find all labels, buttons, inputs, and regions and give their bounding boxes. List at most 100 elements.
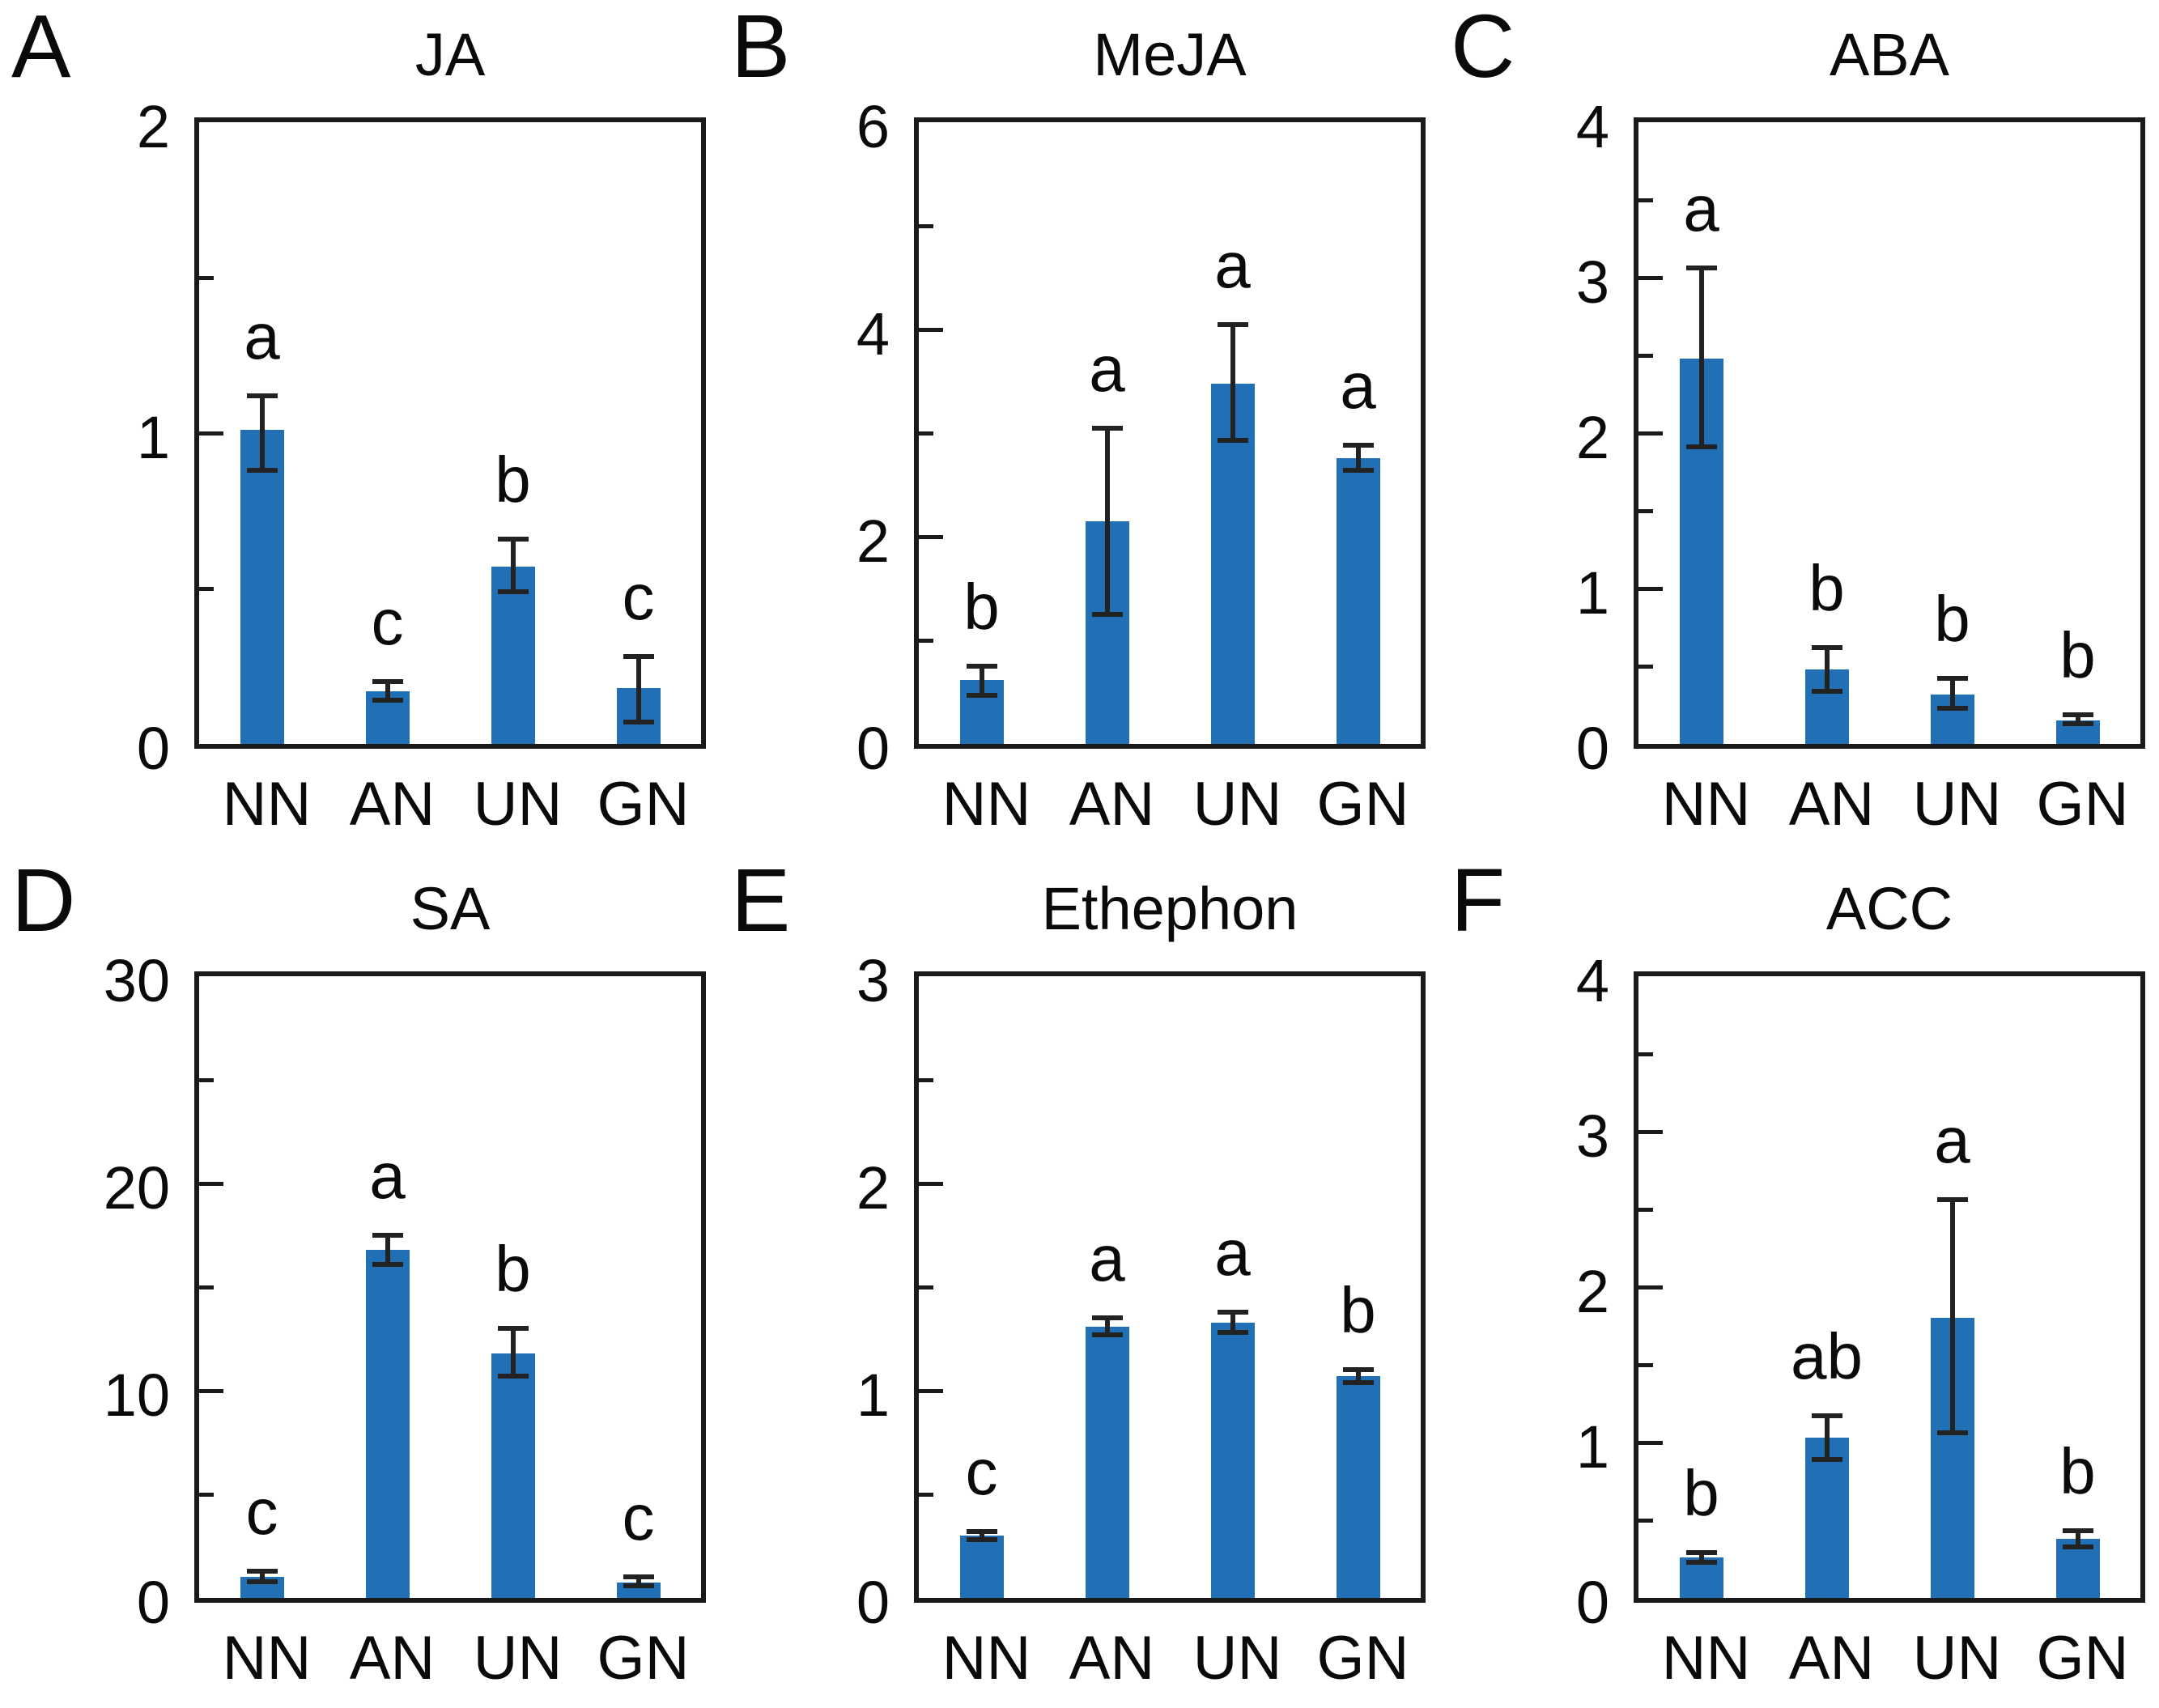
y-tick-label: 6: [856, 93, 890, 160]
panel-title-MeJA: MeJA: [1093, 21, 1247, 88]
y-tick-label: 2: [856, 508, 890, 575]
y-tick-label: 20: [103, 1154, 170, 1222]
y-minor-tick: [199, 275, 214, 280]
sig-letter-GN: b: [2059, 618, 2096, 691]
x-axis-label-AN: AN: [1788, 770, 1875, 839]
bar-AN: [1804, 1438, 1849, 1598]
sig-letter-AN: ab: [1791, 1320, 1863, 1393]
y-major-tick: [919, 327, 943, 332]
plot-area-A: 0 1 2 a NN c AN b UN c GN: [137, 95, 706, 838]
sig-letter-AN: a: [1089, 332, 1125, 405]
sig-letter-NN: a: [244, 300, 280, 372]
y-major-tick: [1638, 431, 1663, 435]
plot-area-D: 0 10 20 30 c NN a AN b UN c GN: [104, 949, 706, 1692]
bar-GN: [1336, 1376, 1380, 1598]
error-bar-cap-top-AN: [372, 679, 403, 685]
panel-title-JA: JA: [414, 21, 486, 88]
y-minor-tick: [919, 223, 933, 228]
y-major-tick: [199, 431, 223, 435]
panel-A: A JA 0 1 2 a NN c AN b UN c GN: [0, 0, 720, 854]
error-bar-line-UN: [1949, 1200, 1955, 1434]
x-axis-label-GN: GN: [597, 1624, 690, 1693]
y-tick-label: 1: [856, 1362, 890, 1429]
y-tick-label: 3: [1575, 1103, 1609, 1170]
error-bar-cap-bottom-GN: [623, 720, 654, 725]
error-bar-cap-bottom-AN: [372, 1261, 403, 1267]
error-bar-cap-top-UN: [1217, 321, 1248, 327]
sig-letter-AN: a: [1089, 1222, 1125, 1295]
sig-letter-AN: a: [369, 1140, 406, 1212]
sig-letter-NN: c: [245, 1475, 278, 1548]
error-bar-cap-bottom-AN: [1811, 1457, 1842, 1463]
error-bar-cap-top-AN: [1811, 644, 1842, 650]
y-minor-tick: [1638, 1362, 1653, 1367]
error-bar-cap-bottom-AN: [372, 698, 403, 703]
y-tick-label: 4: [1575, 947, 1609, 1014]
y-minor-tick: [1638, 1518, 1653, 1523]
bar-AN: [365, 1249, 410, 1598]
bar-UN: [1210, 1322, 1255, 1598]
y-minor-tick: [919, 1077, 933, 1082]
y-minor-tick: [199, 1285, 214, 1289]
y-tick-label: 2: [136, 93, 170, 160]
y-tick-label: 2: [1575, 1258, 1609, 1325]
x-axis-label-GN: GN: [1316, 1624, 1409, 1693]
y-minor-tick: [1638, 198, 1653, 202]
x-axis-label-UN: UN: [1192, 1624, 1282, 1693]
x-axis-label-AN: AN: [1069, 770, 1155, 839]
error-bar-cap-bottom-GN: [2062, 1544, 2093, 1549]
error-bar-line-UN: [1230, 1311, 1235, 1333]
error-bar-line-NN: [979, 666, 984, 695]
error-bar-cap-top-NN: [966, 664, 997, 669]
y-major-tick: [199, 1388, 223, 1393]
sig-letter-GN: b: [2059, 1435, 2096, 1508]
error-bar-cap-bottom-UN: [497, 588, 529, 594]
error-bar-cap-top-AN: [1811, 1413, 1842, 1419]
error-bar-cap-top-GN: [2062, 712, 2093, 717]
error-bar-cap-top-NN: [246, 393, 278, 398]
error-bar-cap-top-GN: [1342, 443, 1374, 448]
error-bar-cap-bottom-AN: [1091, 1332, 1123, 1337]
bar-GN: [1336, 457, 1380, 744]
y-minor-tick: [1638, 664, 1653, 669]
y-tick-label: 0: [856, 1569, 890, 1636]
error-bar-cap-top-AN: [372, 1233, 403, 1238]
error-bar-line-GN: [2075, 714, 2080, 724]
x-axis-label-UN: UN: [1912, 770, 2002, 839]
error-bar-line-GN: [2075, 1531, 2080, 1547]
y-tick-label: 4: [1575, 93, 1609, 160]
sig-letter-NN: c: [965, 1436, 998, 1509]
error-bar-cap-bottom-NN: [246, 468, 278, 474]
error-bar-line-AN: [1824, 647, 1830, 691]
bar-AN: [1085, 1326, 1129, 1598]
error-bar-cap-bottom-UN: [1217, 437, 1248, 443]
error-bar-line-GN: [635, 656, 641, 723]
error-bar-line-AN: [1104, 1318, 1110, 1335]
panel-letter-F: F: [1451, 851, 1506, 950]
x-axis-label-UN: UN: [1912, 1624, 2002, 1693]
error-bar-cap-top-UN: [1217, 1309, 1248, 1315]
y-minor-tick: [919, 638, 933, 643]
error-bar-cap-bottom-GN: [1342, 1379, 1374, 1385]
panel-D: D SA 0 10 20 30 c NN a AN b UN c GN: [0, 854, 720, 1708]
error-bar-line-AN: [385, 682, 390, 701]
error-bar-cap-bottom-NN: [246, 1578, 278, 1584]
y-minor-tick: [1638, 508, 1653, 513]
error-bar-cap-top-NN: [1685, 266, 1717, 271]
y-major-tick: [199, 1181, 223, 1186]
error-bar-line-UN: [1949, 678, 1955, 708]
error-bar-cap-top-AN: [1091, 1315, 1123, 1321]
y-major-tick: [1638, 1285, 1663, 1289]
error-bar-cap-top-UN: [1936, 1197, 1968, 1203]
error-bar-line-AN: [1824, 1416, 1830, 1460]
x-axis-label-NN: NN: [1661, 770, 1751, 839]
y-minor-tick: [1638, 353, 1653, 358]
sig-letter-GN: c: [622, 1481, 655, 1554]
panel-letter-A: A: [11, 0, 71, 96]
error-bar-cap-top-GN: [623, 654, 654, 660]
y-minor-tick: [919, 1285, 933, 1289]
x-axis-label-GN: GN: [2036, 1624, 2129, 1693]
error-bar-cap-bottom-UN: [497, 1374, 529, 1379]
error-bar-cap-bottom-AN: [1091, 612, 1123, 617]
